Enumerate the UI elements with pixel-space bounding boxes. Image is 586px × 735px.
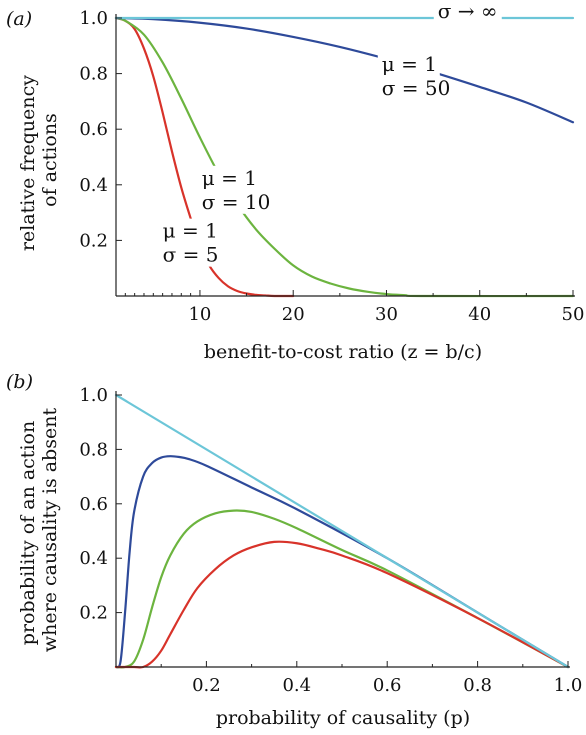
- panel-a-series-2-line: [114, 16, 575, 124]
- panel-a-x-tick-label: 30: [375, 304, 398, 325]
- panel-a-y-tick-label: 0.6: [79, 119, 108, 140]
- panel-b-x-tick-label: 0.4: [282, 675, 311, 696]
- panel-b: (b) 0.2 0.4 0.6 0.8 1.0 0.2 0.4 0.6 0.8 1.0 proba…: [6, 371, 582, 729]
- panel-b-series-0-line: [114, 455, 570, 669]
- panel-a-series-1-line: [114, 16, 575, 298]
- panel-b-y-tick-label: 0.2: [79, 603, 108, 624]
- panel-b-y-tick-label: 1.0: [79, 385, 108, 406]
- annotation-backdrop: [158, 218, 221, 267]
- panel-b-y-tick-label: 0.6: [79, 494, 108, 515]
- panel-b-x-tick-label: 1.0: [554, 675, 583, 696]
- panel-b-x-tick-label: 0.2: [192, 675, 221, 696]
- panel-a-y-tick-label: 0.2: [79, 230, 108, 251]
- panel-a-x-tick-label: 10: [188, 304, 211, 325]
- panel-b-x-tick-label: 0.8: [463, 675, 492, 696]
- panel-a-x-tick-label: 40: [468, 304, 491, 325]
- panel-a-y-tick-label: 1.0: [79, 8, 108, 29]
- curve-annotation-line2: σ = 5: [163, 243, 219, 267]
- panel-b-y-tick-label: 0.4: [79, 548, 108, 569]
- panel-a-label: (a): [6, 8, 32, 30]
- panel-b-x-tick-label: 0.6: [373, 675, 402, 696]
- annotation-backdrop: [377, 51, 440, 100]
- panel-a-y-axis-label: relative frequency of actions: [17, 69, 61, 251]
- panel-a-x-tick-label: 50: [562, 304, 585, 325]
- curve-annotation-line1: μ = 1: [202, 166, 257, 190]
- curve-annotation-line1: μ = 1: [382, 52, 437, 76]
- panel-b-label: (b): [6, 371, 33, 393]
- panel-b-series-1-line: [114, 509, 570, 669]
- panel-a-y-tick-label: 0.4: [79, 175, 108, 196]
- annotation-backdrop: [433, 0, 502, 23]
- curve-annotation-line2: σ = 50: [382, 76, 451, 100]
- curve-annotation-line2: σ = 10: [202, 190, 271, 214]
- panel-b-series-2-line: [114, 540, 570, 669]
- panel-b-x-axis-label: probability of causality (p): [216, 707, 470, 729]
- panel-b-y-axis-label: probability of an action where causality…: [17, 408, 61, 653]
- annotation-backdrop: [197, 165, 260, 214]
- curve-annotation-line1: σ → ∞: [438, 0, 498, 23]
- panel-a-x-axis-label: benefit-to-cost ratio (z = b/c): [204, 341, 482, 363]
- panel-b-y-tick-label: 0.8: [79, 439, 108, 460]
- panel-a-y-tick-label: 0.8: [79, 64, 108, 85]
- panel-b-series-3-line: [114, 393, 570, 669]
- panel-a: (a) 10 20 30 40 50 0.2 0.4 0.6 0.8 1.0 σ → ∞ μ = 1…: [6, 0, 584, 363]
- panel-a-x-tick-label: 20: [282, 304, 305, 325]
- curve-annotation-line1: μ = 1: [163, 219, 218, 243]
